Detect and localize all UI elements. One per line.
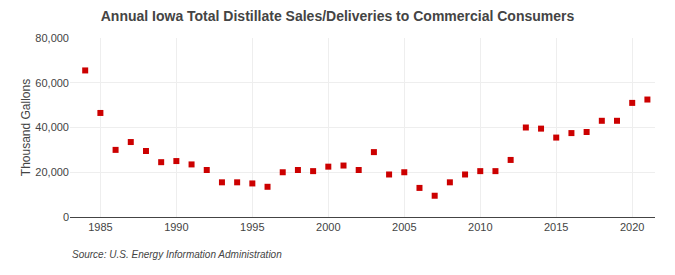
svg-text:60,000: 60,000 <box>35 77 69 89</box>
svg-text:20,000: 20,000 <box>35 166 69 178</box>
svg-text:Source: U.S. Energy Informatio: Source: U.S. Energy Information Administ… <box>72 249 282 260</box>
svg-text:40,000: 40,000 <box>35 121 69 133</box>
svg-text:1990: 1990 <box>164 221 188 233</box>
svg-text:Thousand Gallons: Thousand Gallons <box>19 79 33 176</box>
svg-text:2005: 2005 <box>392 221 416 233</box>
svg-text:0: 0 <box>63 211 69 223</box>
svg-text:2020: 2020 <box>620 221 644 233</box>
svg-text:1985: 1985 <box>88 221 112 233</box>
svg-text:80,000: 80,000 <box>35 32 69 44</box>
svg-text:Annual Iowa Total Distillate S: Annual Iowa Total Distillate Sales/Deliv… <box>101 8 575 24</box>
svg-text:2010: 2010 <box>468 221 492 233</box>
svg-text:2015: 2015 <box>544 221 568 233</box>
svg-text:2000: 2000 <box>316 221 340 233</box>
svg-text:1995: 1995 <box>240 221 264 233</box>
